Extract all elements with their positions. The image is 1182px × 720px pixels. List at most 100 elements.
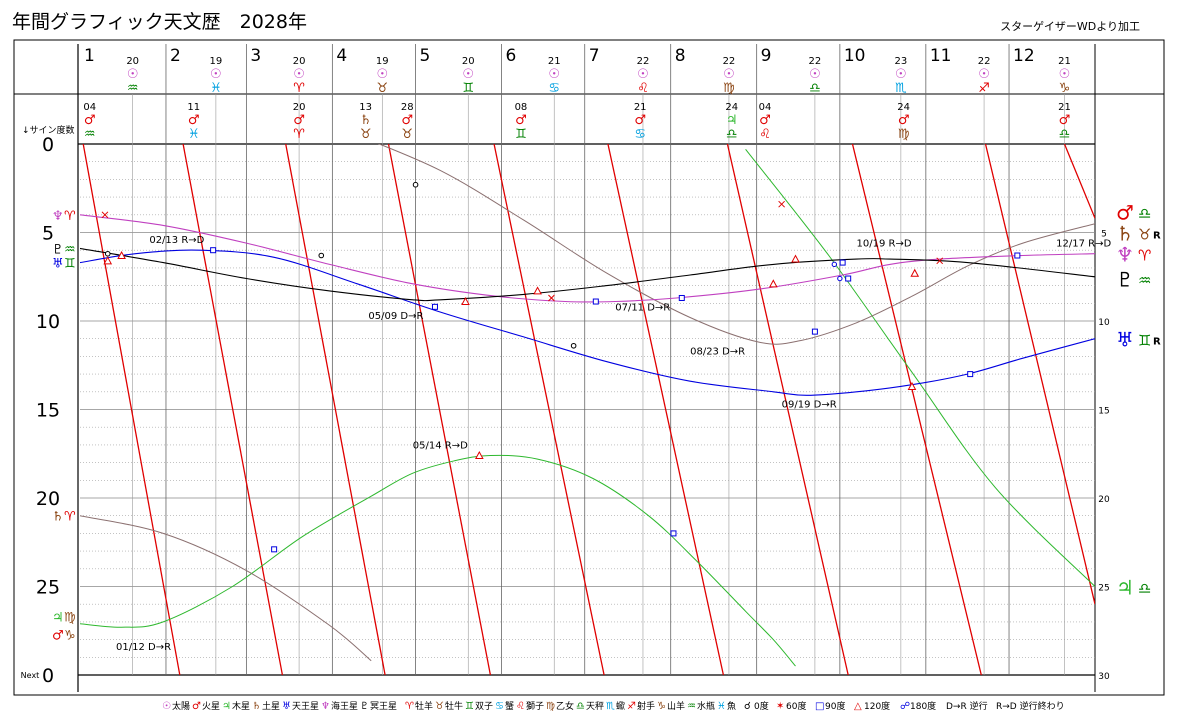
chart-title: 年間グラフィック天文歴 2028年 — [12, 11, 307, 33]
sun-sign-glyph: ♍ — [723, 81, 735, 96]
legend-glyph: ♉ — [435, 701, 444, 712]
ingress-planet-glyph: ♂ — [401, 113, 413, 128]
legend-item: ♅ 天王星 — [282, 701, 319, 712]
ingress-sign-glyph: ♎ — [726, 127, 738, 142]
ingress-planet-glyph: ♂ — [759, 113, 771, 128]
aspect-legend-item: □ 90度 — [815, 700, 845, 712]
series-jupiter-line — [80, 454, 796, 667]
legend-item: ♊ 双子 — [465, 701, 493, 712]
legend-glyph: ♇ — [360, 701, 369, 712]
aspect-square-mark — [845, 275, 852, 282]
ingress-date: 04 — [759, 102, 772, 113]
sun-glyph: ☉ — [462, 67, 474, 82]
ingress-planet-glyph: ♃ — [726, 113, 738, 128]
sun-sign-glyph: ♉ — [376, 81, 388, 96]
aspect-square-mark — [967, 371, 974, 378]
left-planet-glyph: ♅ — [52, 257, 64, 272]
right-tick-label: 30 — [1098, 672, 1110, 682]
sun-sign-glyph: ♌ — [637, 81, 649, 96]
station-label: 01/12 D→R — [116, 642, 171, 653]
right-tick-label: 20 — [1098, 495, 1110, 505]
right-end-label: ♄ ♉ R — [1116, 222, 1161, 246]
aspect-square-mark — [592, 298, 599, 305]
station-label: 12/17 R→D — [1056, 239, 1111, 250]
right-end-label: ♇ ♒ — [1116, 268, 1151, 292]
station-label: 08/23 D→R — [690, 347, 745, 358]
legend-label: 冥王星 — [370, 701, 397, 712]
legend-item: ♓ 魚 — [717, 700, 736, 712]
right-planet-glyph: ♆ — [1116, 243, 1134, 267]
legend-glyph: ♊ — [465, 701, 474, 712]
ingress-planet-glyph: ♂ — [515, 113, 527, 128]
legend-item: ♈ 牡羊 — [405, 700, 433, 712]
sun-sign-glyph: ♋ — [548, 81, 560, 96]
legend-label: 土星 — [262, 700, 280, 712]
sun-ingress-day: 22 — [809, 56, 822, 67]
month-label: 7 — [589, 46, 600, 66]
right-sign-glyph: ♎ — [1138, 580, 1151, 598]
ingress-date: 28 — [401, 102, 414, 113]
aspect-square-mark — [839, 259, 846, 266]
series-mars-segment — [607, 144, 725, 675]
left-sign-glyph: ♊ — [64, 257, 76, 272]
sun-ingress-day: 22 — [978, 56, 991, 67]
month-label: 8 — [675, 46, 686, 66]
legend-item: ♏ 蠍 — [606, 700, 625, 712]
ingress-date: 24 — [897, 102, 910, 113]
aspect-square-mark — [431, 303, 438, 310]
aspect-conjunction-mark — [104, 250, 111, 257]
aspect-trine-mark — [768, 279, 778, 288]
aspect-legend-label: 0度 — [754, 700, 769, 712]
left-sign-glyph: ♑ — [64, 628, 76, 643]
aspect-legend-glyph: ☌ — [744, 701, 751, 712]
legend-label: 火星 — [202, 701, 220, 712]
sun-ingress-day: 23 — [895, 56, 908, 67]
series-mars-segment — [493, 144, 605, 675]
aspect-square-mark — [1014, 252, 1021, 259]
series-jupiter-line-continued — [745, 148, 1095, 587]
sun-ingress-day: 20 — [293, 56, 306, 67]
ingress-planet-glyph: ♂ — [293, 113, 305, 128]
aspect-legend-item: D→R 逆行 — [946, 700, 988, 712]
aspect-square-mark — [678, 294, 685, 301]
aspect-legend-label: 180度 — [910, 700, 936, 712]
series-uranus-line — [80, 249, 1095, 396]
legend-item: ♍ 乙女 — [546, 700, 574, 712]
left-sign-glyph: ♒ — [64, 242, 76, 257]
sun-sign-glyph: ♎ — [809, 81, 821, 96]
sun-sign-glyph: ♐ — [978, 81, 990, 96]
series-mars-segment — [182, 144, 284, 675]
ingress-sign-glyph: ♍ — [898, 127, 910, 142]
month-label: 2 — [170, 46, 181, 66]
month-label: 6 — [506, 46, 517, 66]
sun-sign-glyph: ♊ — [462, 81, 474, 96]
legend-item: ♎ 天秤 — [576, 701, 604, 712]
right-end-label: ♂ ♎ — [1116, 200, 1151, 224]
ingress-date: 24 — [725, 102, 738, 113]
y-tick-label: 5 — [42, 223, 54, 245]
aspect-legend-item: ✶ 60度 — [776, 700, 806, 712]
sun-ingress-day: 19 — [376, 56, 389, 67]
ingress-date: 21 — [1058, 102, 1071, 113]
legend-item: ♇ 冥王星 — [360, 701, 397, 712]
aspect-trine-mark — [907, 381, 917, 390]
legend-label: 乙女 — [556, 700, 574, 712]
left-sign-glyph: ♈ — [64, 209, 76, 224]
series-layer — [80, 144, 1095, 675]
right-planet-glyph: ♄ — [1116, 222, 1134, 246]
month-label: 4 — [336, 46, 347, 66]
aspect-legend-item: ☍ 180度 — [900, 700, 936, 712]
ingress-planet-glyph: ♂ — [898, 113, 910, 128]
legend-glyph: ♌ — [516, 701, 525, 712]
retrograde-flag: R — [1153, 231, 1161, 242]
ingress-sign-glyph: ♓ — [188, 127, 200, 142]
legend-glyph: ☉ — [162, 701, 171, 712]
y-next-label: Next — [21, 671, 40, 680]
legend-item: ♄ 土星 — [252, 700, 280, 712]
legend-label: 魚 — [727, 700, 736, 712]
ingress-sign-glyph: ♌ — [759, 127, 771, 142]
sun-ingress-day: 20 — [462, 56, 475, 67]
month-label: 3 — [250, 46, 261, 66]
right-end-label: ♃ ♎ — [1116, 576, 1151, 600]
legend-glyph: ♑ — [657, 701, 666, 712]
